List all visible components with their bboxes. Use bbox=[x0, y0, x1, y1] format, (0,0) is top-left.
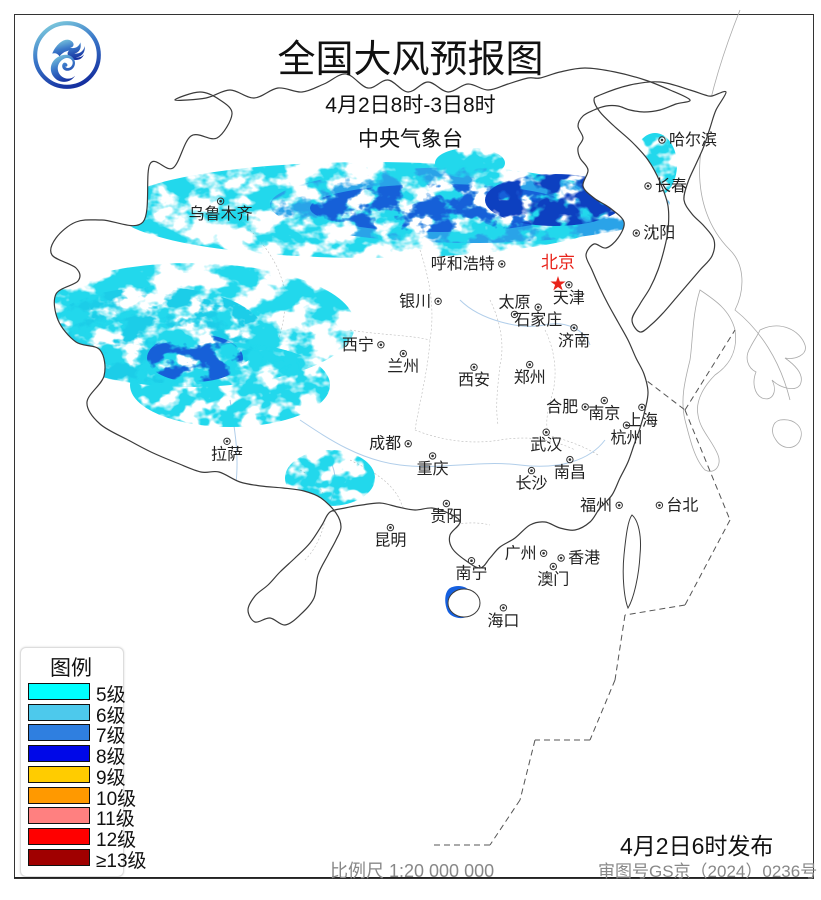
svg-text:呼和浩特: 呼和浩特 bbox=[431, 255, 495, 273]
svg-text:合肥: 合肥 bbox=[546, 398, 578, 416]
svg-text:成都: 成都 bbox=[369, 435, 401, 453]
svg-text:拉萨: 拉萨 bbox=[211, 445, 243, 463]
svg-text:北京: 北京 bbox=[541, 253, 575, 272]
svg-text:乌鲁木齐: 乌鲁木齐 bbox=[189, 205, 253, 223]
svg-text:重庆: 重庆 bbox=[417, 460, 449, 478]
svg-text:南京: 南京 bbox=[588, 405, 620, 423]
svg-text:银川: 银川 bbox=[399, 292, 431, 310]
svg-text:石家庄: 石家庄 bbox=[514, 311, 562, 329]
svg-text:天津: 天津 bbox=[553, 289, 585, 307]
svg-text:台北: 台北 bbox=[666, 496, 698, 514]
svg-text:西宁: 西宁 bbox=[342, 336, 374, 354]
svg-text:海口: 海口 bbox=[487, 612, 519, 630]
svg-text:西安: 西安 bbox=[458, 371, 490, 389]
svg-text:兰州: 兰州 bbox=[387, 358, 419, 376]
svg-text:济南: 济南 bbox=[558, 332, 590, 350]
svg-text:太原: 太原 bbox=[498, 293, 530, 311]
svg-text:广州: 广州 bbox=[505, 544, 537, 562]
svg-text:昆明: 昆明 bbox=[374, 533, 406, 550]
svg-text:贵阳: 贵阳 bbox=[430, 508, 462, 526]
svg-text:福州: 福州 bbox=[580, 496, 612, 514]
svg-text:澳门: 澳门 bbox=[537, 571, 569, 589]
svg-text:郑州: 郑州 bbox=[514, 369, 546, 387]
svg-text:南昌: 南昌 bbox=[554, 464, 586, 482]
svg-text:长春: 长春 bbox=[655, 177, 687, 195]
svg-text:武汉: 武汉 bbox=[530, 436, 562, 454]
svg-text:沈阳: 沈阳 bbox=[643, 224, 675, 242]
svg-text:香港: 香港 bbox=[568, 549, 600, 567]
svg-text:杭州: 杭州 bbox=[610, 429, 642, 447]
svg-text:长沙: 长沙 bbox=[515, 475, 547, 493]
